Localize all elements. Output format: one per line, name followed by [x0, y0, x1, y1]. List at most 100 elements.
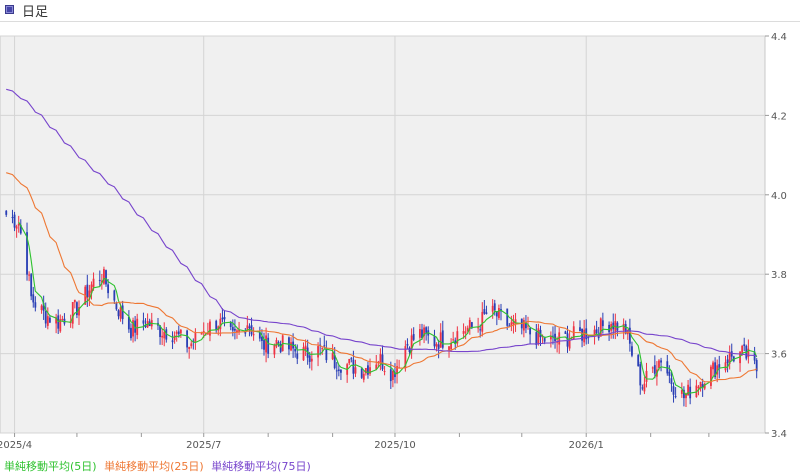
candle — [718, 364, 721, 369]
candle — [333, 354, 336, 369]
candle — [470, 322, 473, 327]
chart-title: 日足 — [22, 5, 49, 20]
candle — [485, 312, 488, 314]
candlestick-chart[interactable]: 3.4 3.6 3.8 4.0 4.2 4.4 2025/4 2025/7 2025/10 202… — [0, 22, 800, 458]
candle — [304, 345, 307, 350]
candle — [130, 327, 132, 339]
candle — [595, 329, 598, 334]
candle — [506, 308, 509, 326]
candle — [391, 370, 394, 380]
candle — [17, 223, 20, 226]
candle — [331, 353, 334, 360]
candle — [179, 329, 182, 334]
candle — [651, 367, 654, 369]
candle — [105, 270, 107, 285]
candle — [223, 316, 226, 320]
x-tick-label: 2025/4 — [0, 440, 32, 451]
candle — [323, 345, 326, 347]
candle — [159, 325, 161, 338]
candle — [75, 302, 78, 316]
candle — [71, 302, 74, 324]
y-tick-label: 3.4 — [771, 429, 787, 440]
candle — [194, 332, 197, 342]
candle — [325, 348, 328, 361]
candle — [653, 365, 656, 374]
candle — [641, 387, 644, 389]
candle — [616, 322, 619, 331]
y-tick-label: 3.6 — [771, 350, 787, 361]
candle — [512, 321, 515, 325]
candle — [171, 340, 174, 343]
candle — [587, 337, 590, 339]
legend-sma75: 単純移動平均(75日) — [211, 460, 311, 473]
candle — [579, 327, 581, 332]
candle — [410, 335, 413, 352]
candle — [552, 335, 554, 337]
candle — [348, 358, 351, 364]
candle — [423, 327, 425, 337]
candle — [599, 318, 602, 337]
x-tick-label: 2025/7 — [186, 440, 221, 451]
candle — [261, 336, 263, 341]
y-tick-label: 4.2 — [771, 111, 787, 122]
candle — [88, 290, 91, 298]
candle — [481, 311, 484, 332]
header-divider — [0, 21, 800, 22]
candle — [454, 340, 457, 344]
candle — [352, 359, 355, 374]
candle — [34, 302, 37, 308]
candle — [527, 325, 529, 327]
candle — [477, 327, 480, 329]
candle — [340, 369, 342, 373]
candle — [46, 316, 49, 326]
candle — [231, 326, 234, 331]
candle — [86, 284, 89, 299]
candle — [310, 358, 313, 362]
candle — [730, 351, 733, 357]
candle — [601, 320, 604, 327]
candle — [258, 332, 261, 339]
plot-area — [0, 35, 766, 434]
candle — [468, 320, 471, 329]
candle — [186, 330, 189, 348]
candle — [275, 339, 278, 347]
candle — [710, 366, 712, 386]
candle — [190, 343, 193, 347]
candle — [525, 322, 527, 329]
candle — [645, 370, 648, 382]
candle — [421, 329, 423, 339]
candle — [433, 335, 436, 347]
sma-line-75 — [6, 88, 757, 357]
candle — [202, 330, 205, 332]
candle — [643, 383, 646, 392]
candle — [73, 299, 76, 303]
candle — [408, 347, 411, 353]
candle — [479, 329, 482, 331]
candle — [396, 366, 398, 375]
candle — [543, 336, 546, 342]
candle — [229, 322, 232, 327]
candle — [741, 345, 744, 354]
candle — [497, 308, 500, 319]
candle — [389, 369, 392, 382]
candle — [697, 386, 700, 388]
chart-legend: 単純移動平均(5日) 単純移動平均(25日) 単純移動平均(75日) — [4, 458, 315, 474]
candle — [113, 290, 116, 301]
candle — [680, 390, 683, 394]
candle — [32, 294, 35, 303]
candle — [173, 335, 176, 340]
candle — [631, 346, 633, 356]
candle — [406, 343, 409, 346]
candle — [495, 312, 498, 317]
candle — [92, 278, 95, 288]
candle — [209, 321, 211, 336]
candle — [117, 310, 120, 317]
candle — [666, 361, 669, 374]
candle — [379, 354, 382, 364]
candle — [670, 378, 673, 385]
candle — [425, 327, 428, 333]
candle — [383, 371, 386, 373]
candle — [279, 344, 282, 353]
candle — [288, 337, 290, 350]
candle — [714, 362, 717, 378]
